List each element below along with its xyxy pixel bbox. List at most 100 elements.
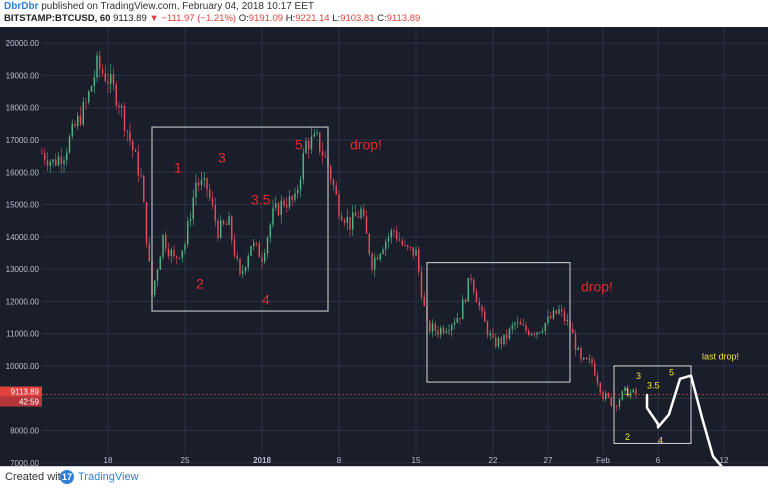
author-link[interactable]: DbrDbr	[4, 1, 39, 12]
candle-body	[431, 323, 434, 332]
candle-body	[580, 347, 582, 360]
close-label: C:	[377, 13, 387, 24]
candle-body	[451, 324, 453, 331]
candle-body	[591, 358, 593, 364]
open-label: O:	[238, 13, 249, 24]
tradingview-logo-icon[interactable]: 17	[60, 470, 74, 484]
candle-body	[291, 196, 293, 200]
candle-body	[49, 161, 51, 166]
candle-body	[247, 256, 249, 268]
candle-body	[121, 105, 123, 108]
candle-body	[484, 311, 486, 322]
plot-background	[0, 27, 768, 466]
candle-body	[236, 255, 238, 259]
candle-body	[244, 267, 247, 272]
candle-body	[508, 328, 511, 339]
candle-body	[316, 132, 318, 134]
y-tick-label: 13000.00	[6, 265, 40, 274]
candle-body	[605, 393, 607, 400]
high-label: H:	[285, 13, 296, 24]
annotation-label: 2	[625, 432, 630, 442]
candle-body	[330, 166, 332, 180]
candle-body	[335, 185, 337, 195]
y-tick-label: 11000.00	[6, 330, 39, 339]
annotation-label: 1	[625, 387, 630, 397]
high-value: 9221.14	[295, 13, 330, 24]
candle-body	[434, 323, 436, 331]
candle-body	[253, 242, 255, 246]
y-tick-label: 19000.00	[6, 71, 40, 80]
candle-body	[231, 216, 233, 240]
candle-body	[566, 319, 568, 322]
candle-body	[176, 256, 178, 258]
annotation-label: 4	[262, 292, 270, 308]
candle-body	[110, 74, 112, 84]
candle-body	[346, 216, 348, 223]
candle-body	[52, 159, 54, 162]
tradingview-brand-link[interactable]: TradingView	[78, 471, 139, 483]
candle-body	[305, 141, 307, 154]
candle-body	[217, 220, 219, 238]
candle-body	[239, 258, 241, 274]
candle-body	[250, 245, 252, 257]
candle-body	[440, 327, 442, 335]
candle-body	[495, 337, 497, 347]
candle-body	[332, 179, 335, 186]
price-chart[interactable]: 7000.008000.009000.0010000.0011000.00120…	[0, 27, 768, 466]
candle-body	[393, 230, 395, 232]
candle-body	[530, 333, 533, 335]
candle-body	[544, 323, 546, 331]
candle-body	[44, 153, 46, 161]
candle-body	[517, 322, 519, 324]
candle-body	[374, 257, 376, 270]
candle-body	[170, 250, 172, 256]
candle-body	[324, 155, 326, 158]
candle-body	[107, 81, 109, 84]
candle-body	[602, 392, 604, 400]
x-tick-label: 2018	[253, 456, 271, 465]
candle-body	[137, 151, 139, 176]
candle-body	[214, 205, 216, 221]
candle-body	[363, 208, 365, 217]
annotation-label: 5	[295, 137, 303, 153]
candle-body	[616, 405, 618, 407]
x-tick-label: Feb	[596, 456, 610, 465]
candle-body	[88, 91, 90, 103]
candle-body	[209, 189, 211, 198]
candle-body	[448, 330, 450, 332]
candle-body	[467, 277, 469, 302]
last-price-tag	[0, 386, 42, 397]
candle-body	[341, 216, 343, 221]
footer-bar: Created with 17 TradingView	[0, 466, 768, 489]
annotation-label: 5	[669, 368, 674, 378]
candle-body	[420, 271, 423, 298]
countdown-tag	[0, 396, 42, 407]
candle-body	[313, 133, 315, 137]
candle-body	[297, 189, 299, 194]
candle-body	[77, 115, 79, 127]
candle-body	[198, 182, 200, 186]
candle-body	[145, 202, 148, 244]
candle-body	[514, 323, 516, 326]
change-down-icon: ▼	[149, 13, 159, 24]
candle-body	[401, 240, 403, 245]
candle-body	[462, 299, 464, 320]
y-tick-label: 16000.00	[6, 168, 40, 177]
candle-body	[299, 179, 302, 190]
candle-body	[68, 136, 71, 153]
candle-body	[112, 74, 115, 85]
candle-body	[492, 333, 494, 338]
candle-body	[624, 386, 626, 392]
candle-body	[294, 193, 296, 200]
candle-body	[365, 216, 368, 234]
pattern-box	[613, 365, 692, 444]
candle-body	[481, 306, 483, 312]
annotation-label: 3	[636, 371, 641, 381]
symbol-info: BITSTAMP:BTCUSD, 60 9113.89 ▼ −111.97 (−…	[4, 13, 420, 24]
candle-body	[46, 160, 49, 166]
candle-body	[409, 246, 412, 248]
candle-body	[181, 250, 183, 258]
candle-body	[541, 330, 544, 333]
candle-body	[418, 249, 420, 272]
x-tick-label: 6	[656, 456, 661, 465]
